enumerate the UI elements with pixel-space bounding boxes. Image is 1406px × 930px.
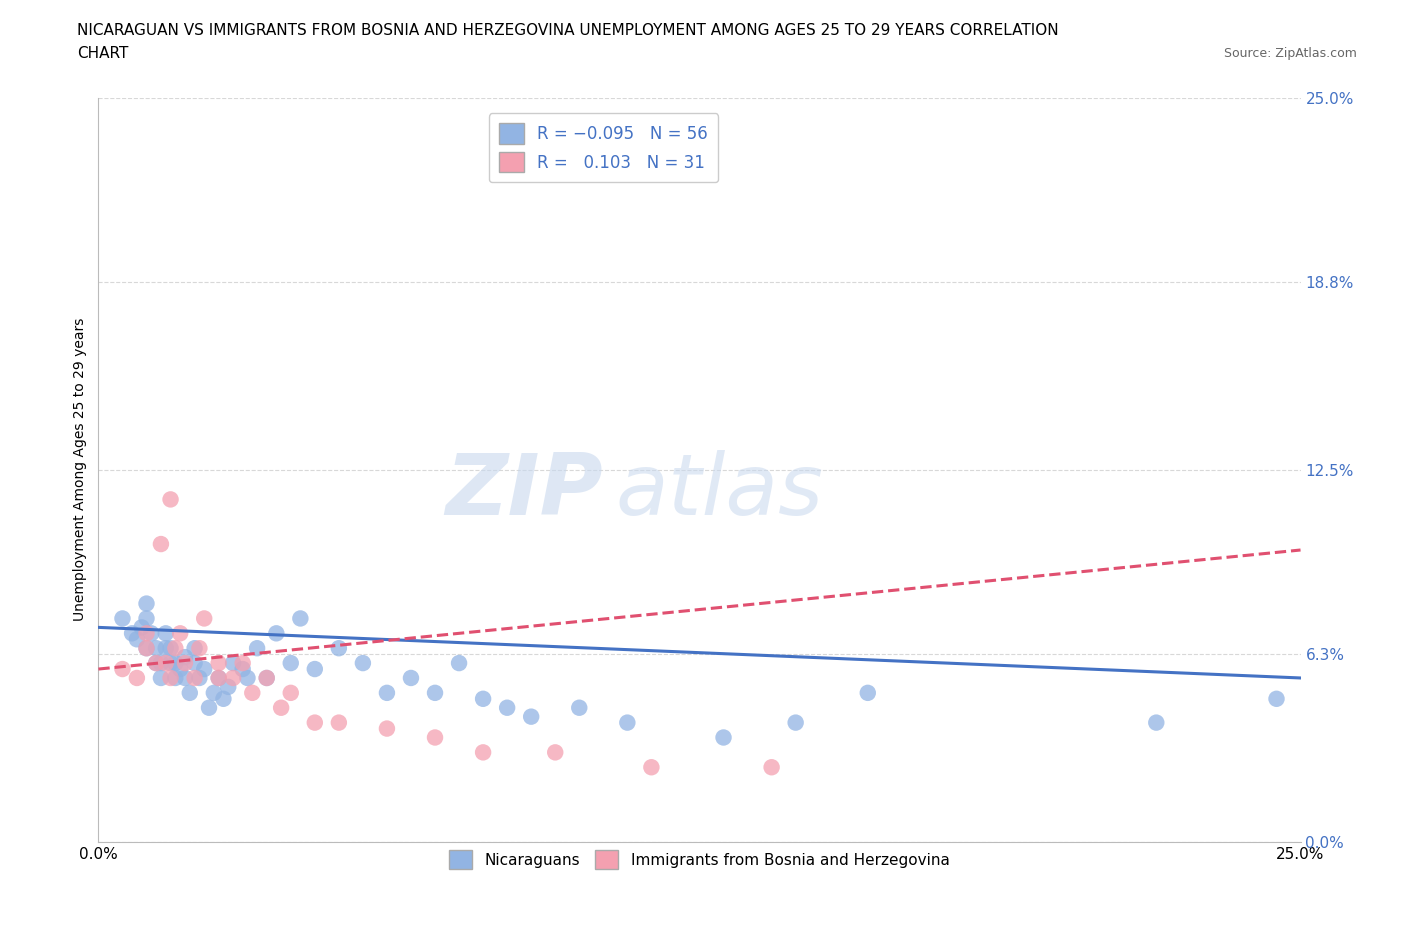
Point [149,537,172,551]
Point [1144,715,1167,730]
Point [159,656,181,671]
Point [212,691,235,706]
Point [256,671,278,685]
Point [423,685,446,700]
Text: Source: ZipAtlas.com: Source: ZipAtlas.com [1223,46,1357,60]
Point [155,656,177,671]
Point [208,671,231,685]
Point [640,760,662,775]
Point [217,680,239,695]
Point [135,626,157,641]
Point [222,656,245,671]
Point [222,671,245,685]
Point [135,611,157,626]
Y-axis label: Unemployment Among Ages 25 to 29 years: Unemployment Among Ages 25 to 29 years [73,318,87,621]
Point [1265,691,1288,706]
Point [232,661,254,676]
Point [145,641,167,656]
Point [125,631,148,646]
Point [208,656,231,671]
Legend: Nicaraguans, Immigrants from Bosnia and Herzegovina: Nicaraguans, Immigrants from Bosnia and … [443,844,956,875]
Point [131,620,153,635]
Point [856,685,879,700]
Point [713,730,735,745]
Point [568,700,591,715]
Point [193,611,215,626]
Text: ZIP: ZIP [446,450,603,534]
Point [472,691,495,706]
Point [169,626,191,641]
Point [174,656,197,671]
Point [304,661,326,676]
Point [135,641,157,656]
Point [202,685,225,700]
Point [165,641,187,656]
Point [447,656,470,671]
Point [761,760,783,775]
Point [183,671,205,685]
Point [208,671,231,685]
Point [240,685,263,700]
Point [399,671,422,685]
Point [145,656,167,671]
Point [616,715,638,730]
Point [188,641,211,656]
Point [232,656,254,671]
Point [111,611,134,626]
Point [149,656,172,671]
Point [544,745,567,760]
Point [304,715,326,730]
Point [280,656,302,671]
Text: atlas: atlas [616,450,824,534]
Point [520,710,543,724]
Point [159,671,181,685]
Point [135,641,157,656]
Point [165,671,187,685]
Point [149,671,172,685]
Point [145,656,167,671]
Point [423,730,446,745]
Point [155,626,177,641]
Point [135,596,157,611]
Point [198,700,221,715]
Point [266,626,288,641]
Point [111,661,134,676]
Point [183,656,205,671]
Point [169,661,191,676]
Point [188,671,211,685]
Point [375,721,398,736]
Point [183,641,205,656]
Point [246,641,269,656]
Point [290,611,312,626]
Point [159,492,181,507]
Point [785,715,807,730]
Text: CHART: CHART [77,46,129,61]
Point [328,715,350,730]
Point [174,650,197,665]
Point [193,661,215,676]
Point [155,641,177,656]
Point [328,641,350,656]
Point [256,671,278,685]
Point [141,626,163,641]
Point [352,656,374,671]
Point [179,685,201,700]
Point [174,671,197,685]
Point [472,745,495,760]
Point [165,656,187,671]
Point [270,700,292,715]
Point [159,641,181,656]
Point [375,685,398,700]
Point [280,685,302,700]
Point [125,671,148,685]
Point [496,700,519,715]
Point [236,671,259,685]
Text: NICARAGUAN VS IMMIGRANTS FROM BOSNIA AND HERZEGOVINA UNEMPLOYMENT AMONG AGES 25 : NICARAGUAN VS IMMIGRANTS FROM BOSNIA AND… [77,23,1059,38]
Point [121,626,143,641]
